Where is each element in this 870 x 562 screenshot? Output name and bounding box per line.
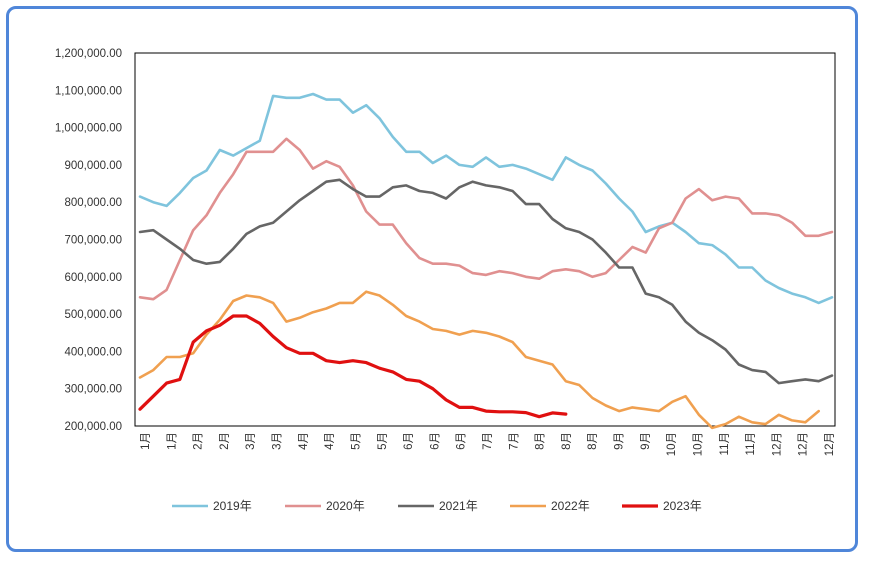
x-tick-label: 2月: [219, 432, 231, 450]
chart-frame: [6, 6, 858, 552]
legend: 2019年 2020年 2021年 2022年 2023年: [172, 499, 702, 513]
y-tick-label: 1,100,000.00: [55, 85, 122, 97]
legend-label: 2022年: [551, 499, 590, 513]
y-tick-label: 400,000.00: [64, 346, 122, 358]
y-tick-label: 500,000.00: [64, 309, 122, 321]
y-tick-label: 200,000.00: [64, 421, 122, 433]
x-tick-label: 4月: [324, 432, 336, 450]
x-tick-label: 3月: [272, 432, 284, 450]
legend-label: 2023年: [663, 499, 702, 513]
series-line-2019年: [138, 92, 834, 305]
x-axis: 1月 1月 2月 2月 3月 3月 4月 4月 5月 5月 6月 6月 6月 7月 7月 8月 8月 8月 9月 9月…: [140, 432, 836, 456]
y-tick-label: 1,000,000.00: [55, 123, 122, 135]
y-tick-label: 1,200,000.00: [55, 48, 122, 60]
series-line-2023年: [138, 314, 568, 419]
x-tick-label: 1月: [166, 432, 178, 450]
y-axis: 200,000.00 300,000.00 400,000.00 500,000.00…: [55, 48, 122, 433]
y-tick-label: 900,000.00: [64, 160, 122, 172]
plot-area-border: [134, 52, 836, 427]
x-tick-label: 4月: [298, 432, 310, 450]
x-tick-label: 8月: [535, 432, 547, 450]
y-tick-label: 700,000.00: [64, 235, 122, 247]
x-tick-label: 8月: [561, 432, 573, 450]
x-tick-label: 9月: [640, 432, 652, 450]
x-tick-label: 11月: [719, 432, 731, 455]
x-tick-label: 11月: [745, 432, 757, 455]
x-tick-label: 5月: [350, 432, 362, 450]
x-tick-label: 9月: [614, 432, 626, 450]
legend-label: 2019年: [213, 499, 252, 513]
x-tick-label: 10月: [666, 432, 678, 456]
x-tick-label: 1月: [140, 432, 152, 450]
x-tick-label: 12月: [771, 432, 783, 456]
y-tick-label: 600,000.00: [64, 272, 122, 284]
x-tick-label: 8月: [587, 432, 599, 450]
x-tick-label: 12月: [824, 432, 836, 456]
x-tick-label: 7月: [508, 432, 520, 450]
y-tick-label: 300,000.00: [64, 384, 122, 396]
x-tick-label: 12月: [798, 432, 810, 456]
x-tick-label: 2月: [193, 432, 205, 450]
series-line-2020年: [138, 137, 834, 301]
x-tick-label: 6月: [456, 432, 468, 450]
legend-label: 2021年: [439, 499, 478, 513]
x-tick-label: 10月: [692, 432, 704, 456]
series-line-2021年: [138, 178, 834, 385]
legend-label: 2020年: [326, 499, 365, 513]
x-tick-label: 3月: [245, 432, 257, 450]
x-tick-label: 7月: [482, 432, 494, 450]
x-tick-label: 6月: [403, 432, 415, 450]
series-line-2022年: [138, 290, 820, 430]
x-tick-label: 6月: [429, 432, 441, 450]
x-tick-label: 5月: [377, 432, 389, 450]
y-tick-label: 800,000.00: [64, 197, 122, 209]
series-lines: [138, 92, 834, 430]
